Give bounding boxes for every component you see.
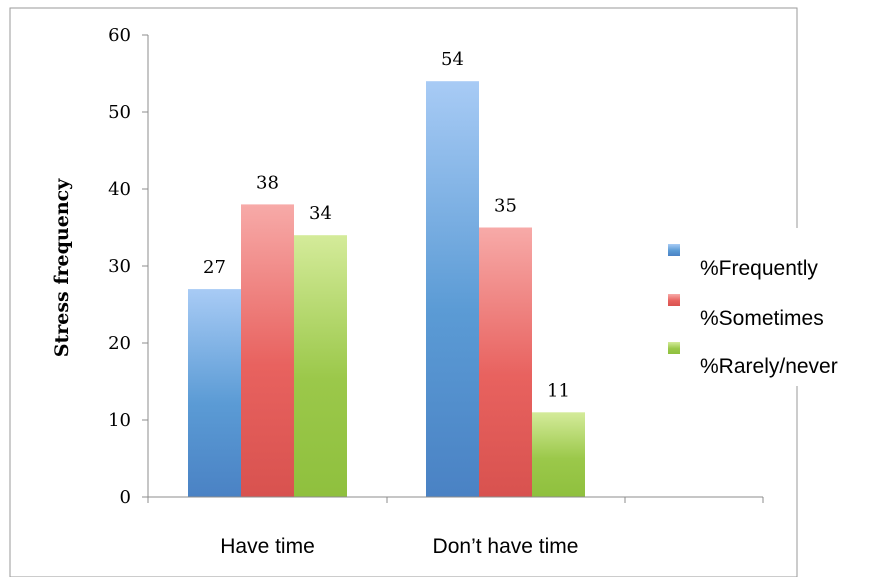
y-tick-label: 20	[108, 333, 131, 354]
legend-label: %Frequently	[700, 257, 818, 280]
data-label: 11	[547, 380, 570, 401]
data-label: 34	[309, 203, 332, 224]
bar	[294, 235, 347, 497]
y-tick-label: 50	[108, 102, 131, 123]
legend-label: %Rarely/never	[700, 355, 838, 378]
legend-swatch	[668, 244, 680, 256]
x-category-label: Don’t have time	[433, 535, 579, 558]
bar	[426, 81, 479, 497]
legend-backdrop	[640, 228, 881, 386]
value-labels: 27 38 34 54 35 11	[203, 49, 570, 401]
x-axis: Have time Don’t have time	[147, 496, 764, 558]
bar	[479, 227, 532, 497]
y-axis: 0 10 20 30 40 50 60	[108, 25, 149, 508]
legend-swatch	[668, 294, 680, 306]
bar	[241, 204, 294, 497]
data-label: 27	[203, 257, 226, 278]
x-category-label: Have time	[220, 535, 315, 558]
data-label: 35	[494, 196, 517, 217]
bars	[188, 81, 585, 497]
y-tick-label: 40	[108, 179, 131, 200]
legend: %Frequently %Sometimes %Rarely/never	[668, 244, 838, 378]
bar	[532, 412, 585, 497]
y-axis-title: Stress frequency	[51, 178, 73, 357]
legend-swatch	[668, 342, 680, 354]
bar	[188, 289, 241, 497]
legend-label: %Sometimes	[700, 307, 824, 330]
y-tick-label: 60	[108, 25, 131, 46]
y-tick-label: 0	[120, 487, 131, 508]
y-tick-label: 30	[108, 256, 131, 277]
data-label: 54	[441, 49, 464, 70]
y-tick-label: 10	[108, 410, 131, 431]
data-label: 38	[256, 172, 279, 193]
